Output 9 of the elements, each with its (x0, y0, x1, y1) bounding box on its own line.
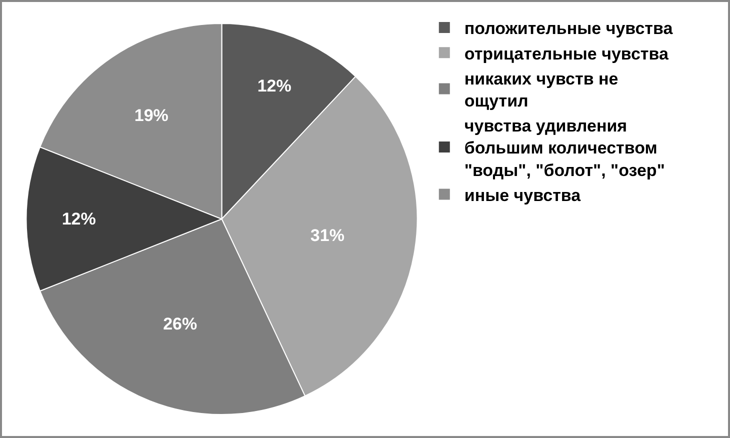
data-label: 12% (257, 76, 292, 96)
data-label: 31% (310, 226, 344, 246)
data-label: 26% (163, 314, 198, 334)
data-label: 19% (134, 106, 168, 125)
legend-label: иные чувства (464, 186, 582, 205)
legend-label: положительные чувства (464, 19, 674, 38)
legend-label: чувства удивления большим количеством "воды", "болот", "озер" (464, 116, 665, 180)
data-label: 12% (62, 210, 96, 228)
legend-label: отрицательные чувства (464, 44, 669, 64)
